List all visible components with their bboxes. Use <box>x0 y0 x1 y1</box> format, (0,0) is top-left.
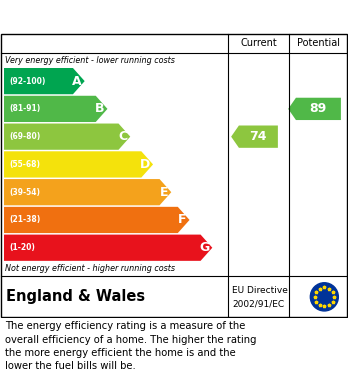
Text: Potential: Potential <box>297 38 340 48</box>
Polygon shape <box>4 96 108 122</box>
Polygon shape <box>4 151 153 178</box>
Text: (81-91): (81-91) <box>9 104 40 113</box>
Text: Current: Current <box>240 38 277 48</box>
Text: EU Directive: EU Directive <box>232 286 288 295</box>
Text: F: F <box>178 213 187 226</box>
Text: (21-38): (21-38) <box>9 215 40 224</box>
Text: Very energy efficient - lower running costs: Very energy efficient - lower running co… <box>5 56 175 65</box>
Text: 89: 89 <box>309 102 326 115</box>
Text: 74: 74 <box>249 130 266 143</box>
Circle shape <box>310 283 338 311</box>
Polygon shape <box>4 124 130 150</box>
Text: Energy Efficiency Rating: Energy Efficiency Rating <box>9 9 210 24</box>
Text: (39-54): (39-54) <box>9 188 40 197</box>
Text: G: G <box>199 241 209 254</box>
Text: C: C <box>118 130 127 143</box>
Text: Not energy efficient - higher running costs: Not energy efficient - higher running co… <box>5 264 175 273</box>
Polygon shape <box>231 126 278 148</box>
Text: A: A <box>72 75 82 88</box>
Text: England & Wales: England & Wales <box>6 289 145 304</box>
Text: (1-20): (1-20) <box>9 243 35 252</box>
Text: The energy efficiency rating is a measure of the
overall efficiency of a home. T: The energy efficiency rating is a measur… <box>5 321 257 371</box>
Text: (92-100): (92-100) <box>9 77 45 86</box>
Text: B: B <box>95 102 104 115</box>
Text: (55-68): (55-68) <box>9 160 40 169</box>
Polygon shape <box>4 179 171 205</box>
Polygon shape <box>4 68 85 94</box>
Text: D: D <box>140 158 150 171</box>
Text: (69-80): (69-80) <box>9 132 40 141</box>
Polygon shape <box>4 235 212 261</box>
Polygon shape <box>288 98 341 120</box>
Polygon shape <box>4 207 190 233</box>
Text: 2002/91/EC: 2002/91/EC <box>232 300 284 309</box>
Text: E: E <box>160 186 168 199</box>
